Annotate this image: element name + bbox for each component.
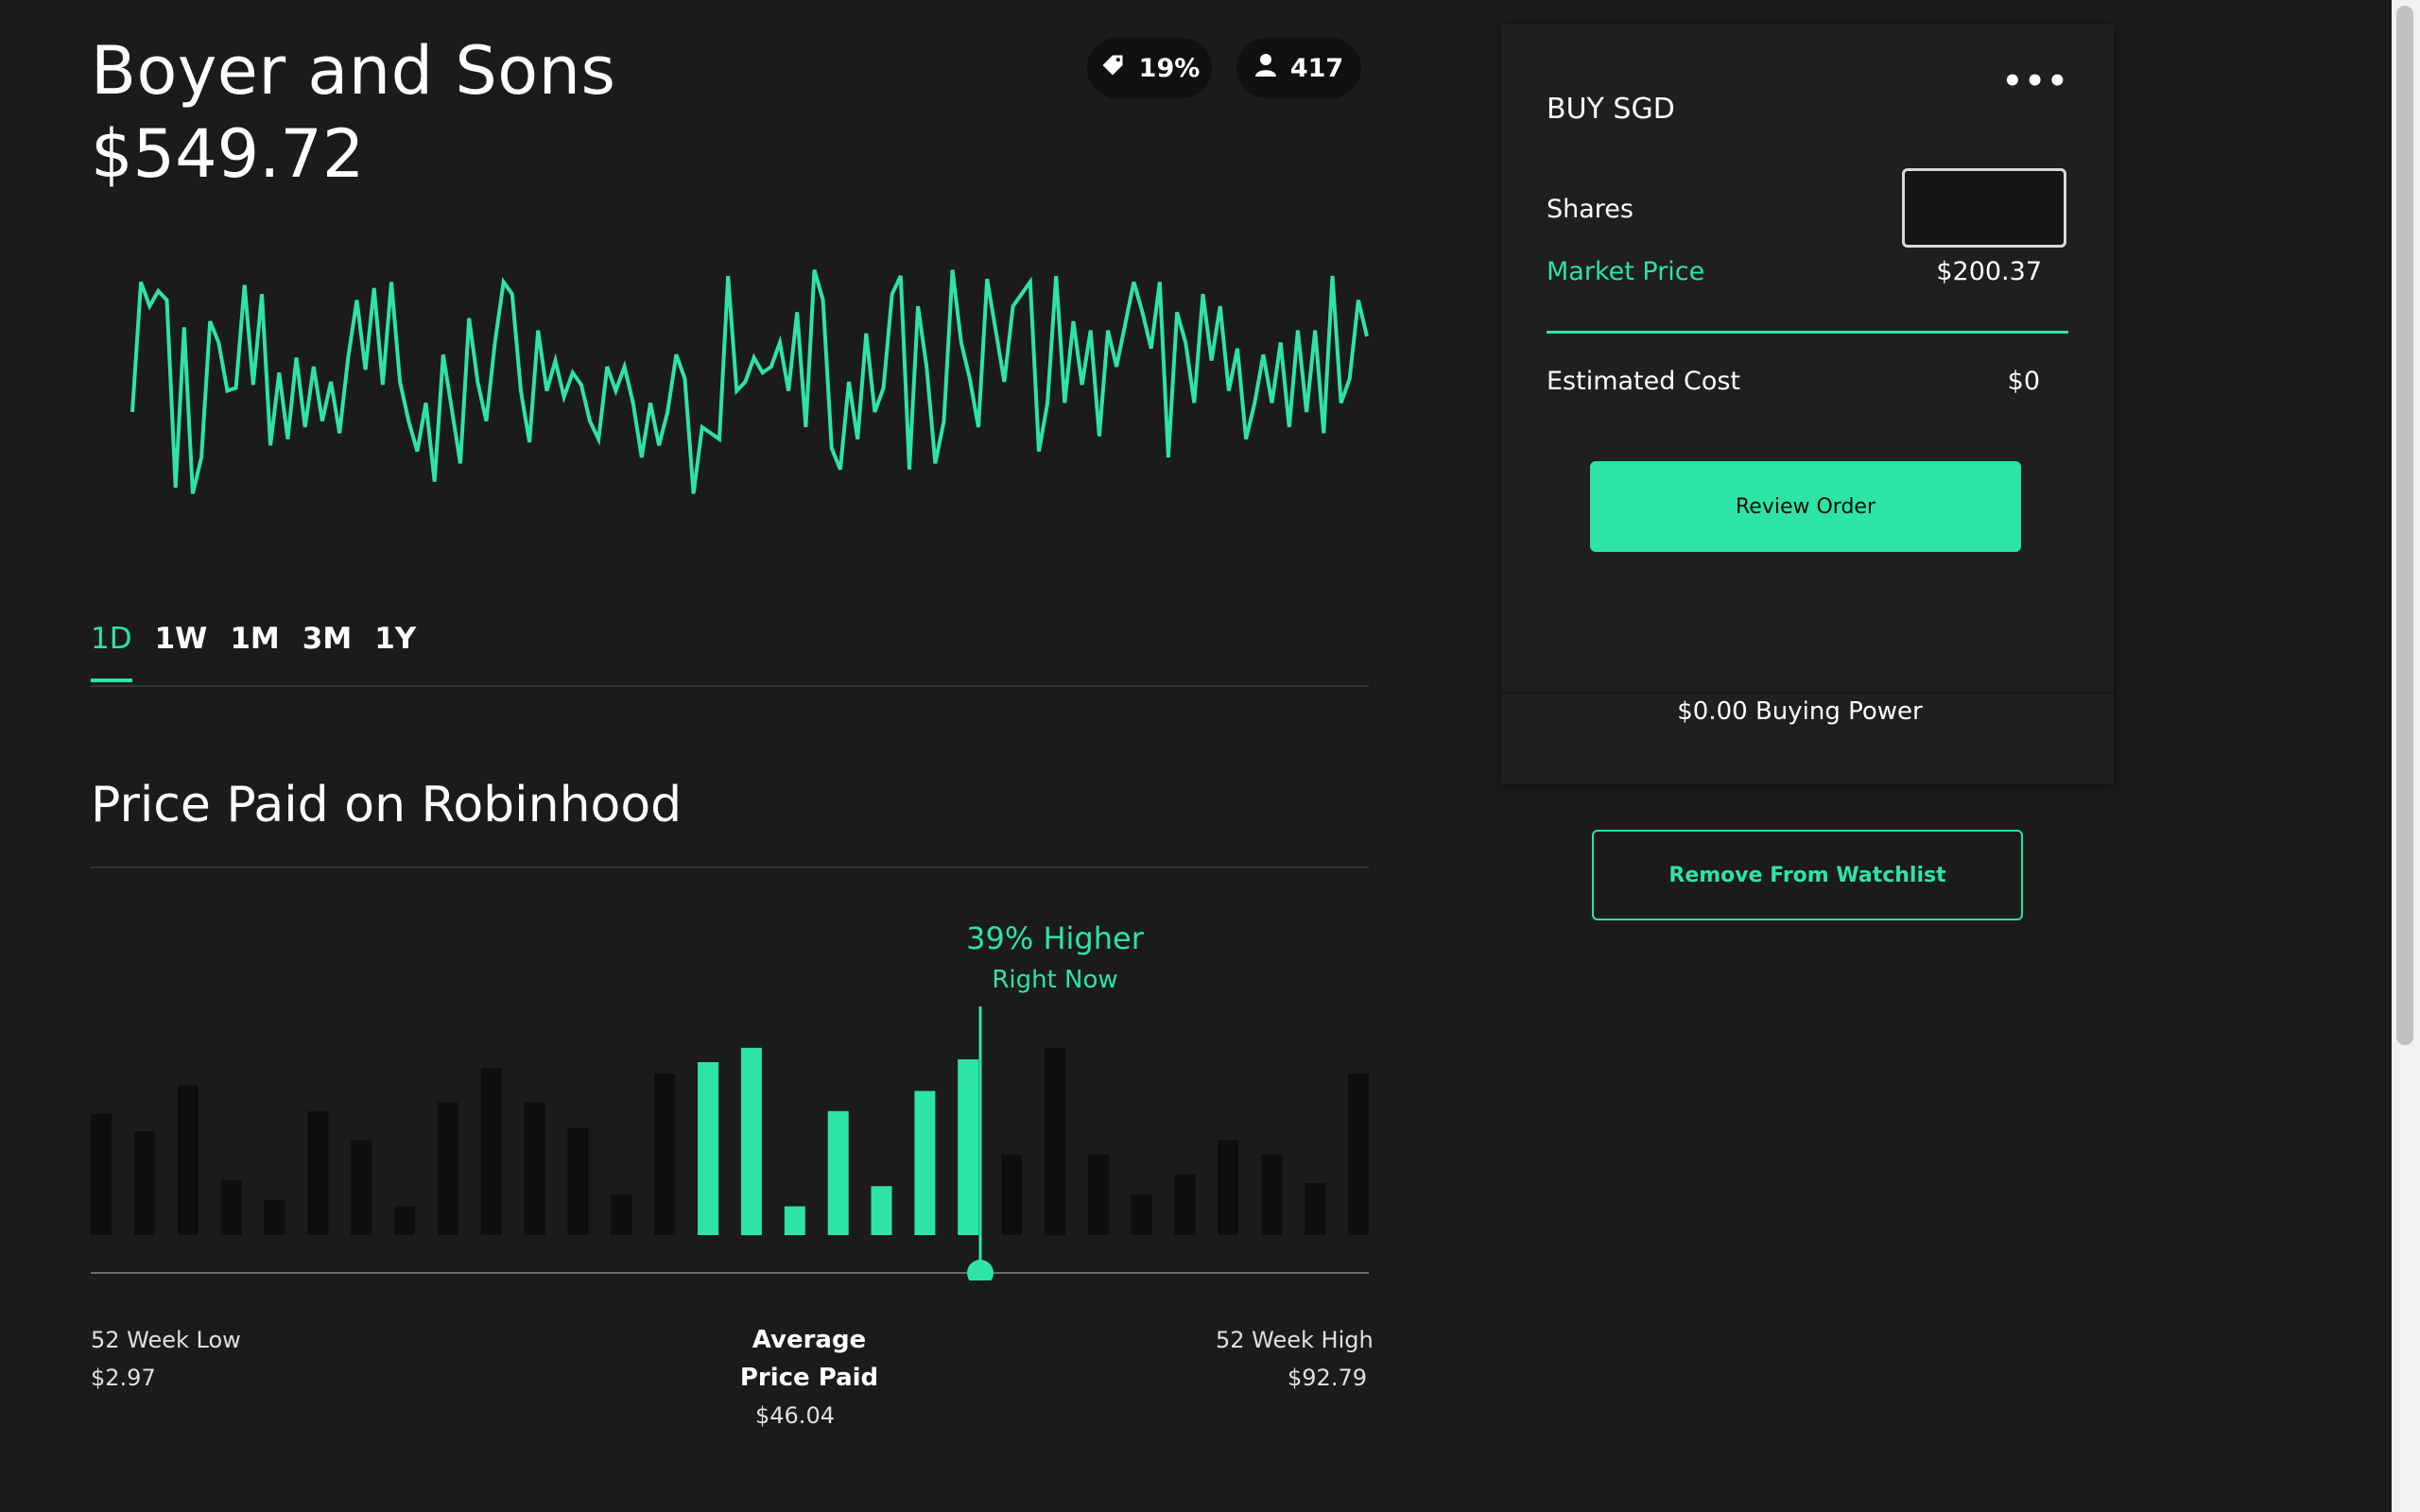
histogram-bar <box>914 1091 936 1235</box>
tab-1m[interactable]: 1M <box>230 622 280 656</box>
histogram-bar <box>351 1140 372 1235</box>
histogram-bar <box>437 1102 458 1235</box>
buying-power[interactable]: $0.00 Buying Power <box>1677 697 1923 726</box>
estimated-cost-value: $0 <box>2007 367 2040 396</box>
histogram-bar <box>1218 1140 1239 1235</box>
histogram-bar <box>1131 1194 1152 1235</box>
histogram-bar <box>480 1068 502 1235</box>
histogram-bar <box>698 1062 719 1235</box>
histogram-bar <box>654 1074 676 1235</box>
buying-power-divider <box>1501 692 2114 694</box>
histogram-bar <box>1001 1154 1023 1235</box>
page-scrollbar[interactable] <box>2392 0 2420 1512</box>
histogram-bar <box>394 1206 415 1235</box>
price-paid-histogram <box>91 1006 1369 1280</box>
price-paid-title: Price Paid on Robinhood <box>91 777 683 833</box>
section-divider <box>91 867 1369 868</box>
histogram-bar <box>307 1110 329 1235</box>
market-price-label[interactable]: Market Price <box>1547 257 1705 286</box>
histogram-bar <box>871 1186 892 1235</box>
histogram-bar <box>1174 1174 1196 1235</box>
histogram-bar <box>133 1131 155 1235</box>
current-price-marker-dot[interactable] <box>967 1260 994 1280</box>
average-price-value: $46.04 <box>755 1402 835 1429</box>
tab-1y[interactable]: 1Y <box>374 622 417 656</box>
company-name: Boyer and Sons <box>91 32 616 110</box>
people-count: 417 <box>1289 53 1344 83</box>
histogram-bar <box>784 1206 805 1235</box>
histogram-bar <box>1087 1154 1109 1235</box>
histogram-bar <box>567 1128 589 1235</box>
average-price-stat: Average Price Paid $46.04 <box>620 1321 998 1435</box>
week-high-label: 52 Week High <box>1216 1327 1374 1353</box>
histogram-bar <box>264 1200 285 1235</box>
shares-label: Shares <box>1547 195 1634 224</box>
order-divider <box>1547 331 2068 334</box>
person-icon <box>1254 53 1277 84</box>
tab-3m[interactable]: 3M <box>302 622 353 656</box>
people-pill[interactable]: 417 <box>1236 38 1361 98</box>
histogram-bar <box>1261 1154 1283 1235</box>
histogram-bar <box>91 1113 112 1235</box>
week-low-label: 52 Week Low <box>91 1327 241 1353</box>
range-tabs: 1D 1W 1M 3M 1Y <box>91 622 439 688</box>
week-high-value: $92.79 <box>1288 1365 1367 1391</box>
histogram-bar <box>220 1180 242 1235</box>
price-line <box>130 269 1369 494</box>
average-price-label: Average Price Paid <box>739 1326 879 1392</box>
order-title: BUY SGD <box>1547 93 1675 126</box>
estimated-cost-label: Estimated Cost <box>1547 367 1741 396</box>
higher-indicator: 39% Higher Right Now <box>960 920 1150 994</box>
histogram-bar <box>611 1194 632 1235</box>
histogram-bar <box>1305 1183 1326 1235</box>
scrollbar-thumb[interactable] <box>2396 6 2413 1045</box>
remove-watchlist-button[interactable]: Remove From Watchlist <box>1592 830 2023 920</box>
histogram-bar <box>1045 1047 1065 1236</box>
market-price-value: $200.37 <box>1936 257 2042 286</box>
more-dots-icon[interactable]: ••• <box>2002 62 2070 100</box>
week-low-value: $2.97 <box>91 1365 156 1391</box>
tag-value: 19% <box>1138 53 1201 83</box>
histogram-bar <box>1348 1074 1369 1235</box>
tab-1w[interactable]: 1W <box>154 622 208 656</box>
stock-price: $549.72 <box>91 115 365 193</box>
tag-icon <box>1099 52 1126 85</box>
review-order-button[interactable]: Review Order <box>1590 461 2021 552</box>
histogram-bar <box>827 1110 849 1235</box>
shares-input[interactable] <box>1902 168 2066 248</box>
histogram-bar <box>740 1047 762 1236</box>
week-high-stat: 52 Week High $92.79 <box>1216 1321 1374 1397</box>
tab-1d[interactable]: 1D <box>91 622 132 688</box>
histogram-bar <box>958 1059 979 1235</box>
order-panel: BUY SGD ••• Shares Market Price $200.37 … <box>1501 25 2114 784</box>
higher-percent: 39% Higher <box>966 920 1144 956</box>
higher-subtitle: Right Now <box>992 966 1118 994</box>
price-line-chart <box>130 269 1369 494</box>
week-low-stat: 52 Week Low $2.97 <box>91 1321 241 1397</box>
histogram-bar <box>177 1085 199 1235</box>
histogram-bar <box>524 1102 545 1235</box>
tag-pill[interactable]: 19% <box>1087 38 1212 98</box>
tabs-divider <box>91 685 1369 687</box>
